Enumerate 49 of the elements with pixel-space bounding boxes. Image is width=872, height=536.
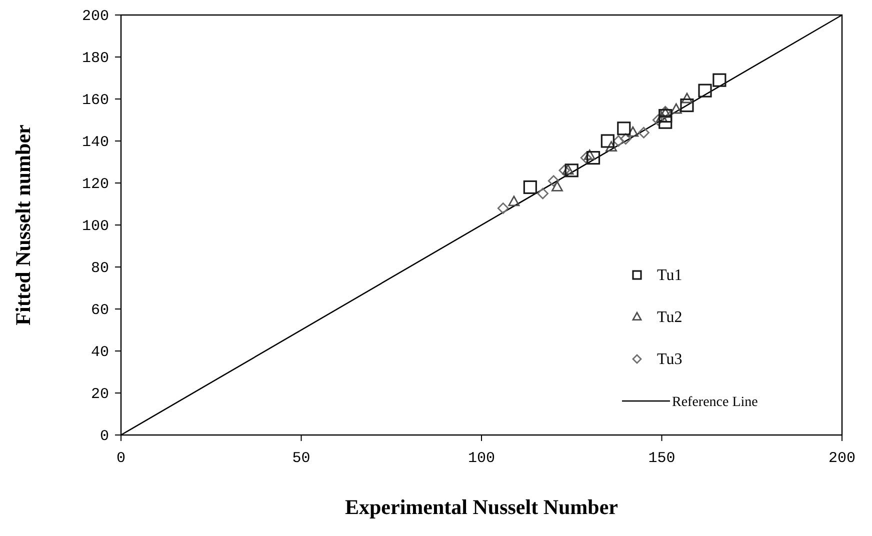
- x-tick-label: 150: [648, 450, 676, 467]
- point: [680, 98, 694, 112]
- point: [580, 152, 592, 164]
- legend-label: Tu1: [657, 267, 682, 284]
- point: [584, 150, 596, 160]
- y-tick-label: 200: [82, 8, 109, 25]
- y-tick-label: 100: [82, 218, 109, 235]
- point: [562, 164, 574, 175]
- legend-label: Tu2: [657, 309, 682, 326]
- point: [612, 135, 624, 147]
- y-tick-label: 20: [90, 386, 109, 403]
- point: [537, 188, 548, 200]
- point: [712, 73, 726, 87]
- y-tick-label: 160: [82, 92, 109, 109]
- y-axis-title: Fitted Nusselt number: [11, 124, 35, 326]
- x-axis-title: Experimental Nusselt Number: [345, 495, 618, 519]
- x-tick-label: 100: [468, 450, 496, 467]
- point: [652, 114, 664, 126]
- point: [586, 151, 600, 165]
- point: [620, 133, 632, 145]
- point: [638, 126, 650, 138]
- y-tick-label: 120: [82, 176, 109, 193]
- y-tick-label: 80: [90, 260, 109, 277]
- y-tick-label: 40: [90, 344, 109, 361]
- point: [681, 92, 693, 104]
- legend-label: Reference Line: [672, 395, 758, 410]
- point: [670, 103, 682, 114]
- point: [606, 141, 617, 152]
- y-tick-label: 140: [82, 134, 109, 151]
- x-tick-label: 0: [116, 450, 126, 467]
- x-tick-label: 200: [828, 450, 856, 467]
- point: [617, 122, 631, 136]
- y-tick-label: 60: [90, 302, 109, 319]
- y-tick-label: 180: [82, 50, 109, 67]
- legend-label: Tu3: [657, 351, 682, 368]
- point: [627, 126, 639, 137]
- point: [558, 164, 570, 176]
- point: [552, 181, 563, 192]
- point: [658, 109, 672, 123]
- point: [497, 202, 509, 214]
- point: [698, 84, 712, 98]
- y-tick-label: 0: [100, 428, 109, 445]
- point: [508, 196, 520, 206]
- point: [523, 180, 537, 194]
- point: [548, 175, 560, 187]
- point: [564, 164, 578, 178]
- point: [600, 134, 614, 148]
- x-tick-label: 50: [292, 450, 310, 467]
- point: [658, 115, 672, 129]
